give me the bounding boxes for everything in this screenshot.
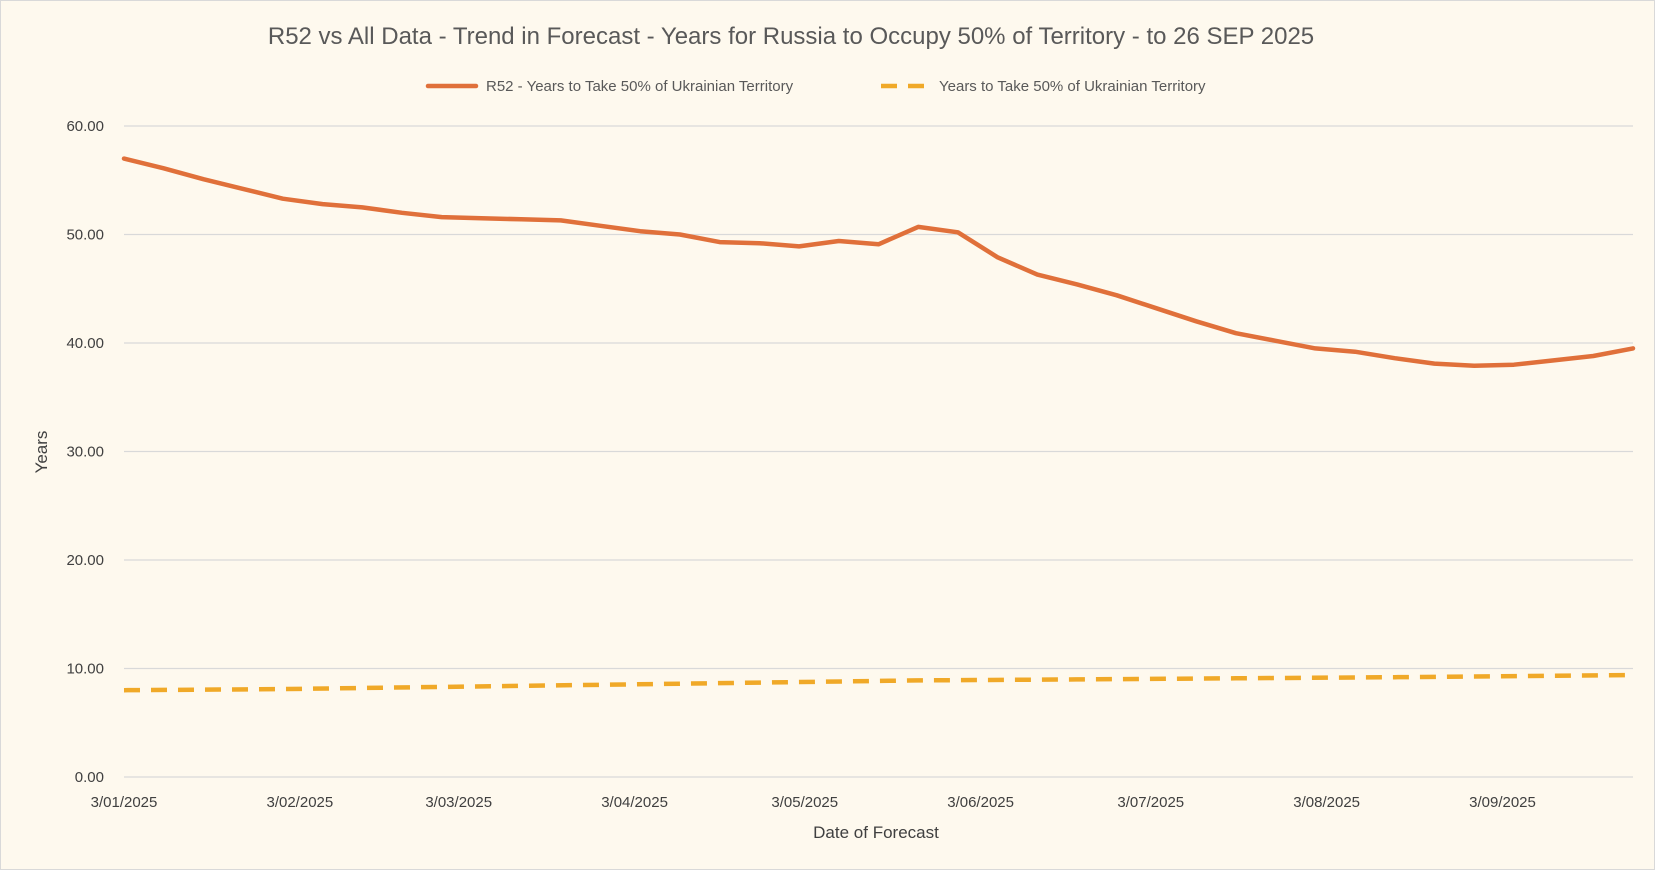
legend-label: R52 - Years to Take 50% of Ukrainian Ter… (486, 78, 794, 95)
y-tick-label: 30.00 (66, 444, 104, 461)
y-tick-label: 10.00 (66, 661, 104, 678)
x-tick-label: 3/05/2025 (771, 794, 838, 811)
x-tick-label: 3/04/2025 (601, 794, 668, 811)
x-tick-label: 3/08/2025 (1293, 794, 1360, 811)
y-tick-label: 20.00 (66, 552, 104, 569)
x-tick-label: 3/07/2025 (1117, 794, 1184, 811)
x-tick-label: 3/02/2025 (266, 794, 333, 811)
legend: R52 - Years to Take 50% of Ukrainian Ter… (425, 78, 1206, 95)
legend-label: Years to Take 50% of Ukrainian Territory (939, 78, 1206, 95)
gridlines (124, 125, 1633, 778)
y-tick-label: 0.00 (75, 769, 104, 786)
y-tick-label: 60.00 (66, 118, 104, 135)
series-line-2 (123, 672, 1634, 693)
x-tick-label: 3/06/2025 (947, 794, 1014, 811)
x-tick-label: 3/09/2025 (1469, 794, 1536, 811)
chart-title: R52 vs All Data - Trend in Forecast - Ye… (268, 23, 1314, 50)
x-tick-label: 3/03/2025 (425, 794, 492, 811)
y-axis-title: Years (32, 431, 51, 474)
x-axis-ticks: 3/01/2025 3/02/2025 3/03/2025 3/04/2025 3/05… (91, 794, 1536, 811)
y-tick-label: 40.00 (66, 335, 104, 352)
y-axis-ticks: 0.00 10.00 20.00 30.00 40.00 50.00 60.00 (66, 118, 104, 786)
y-tick-label: 50.00 (66, 227, 104, 244)
series-lines (121, 156, 1636, 693)
x-tick-label: 3/01/2025 (91, 794, 158, 811)
series-line-1 (121, 156, 1636, 369)
x-axis-title: Date of Forecast (813, 823, 939, 842)
